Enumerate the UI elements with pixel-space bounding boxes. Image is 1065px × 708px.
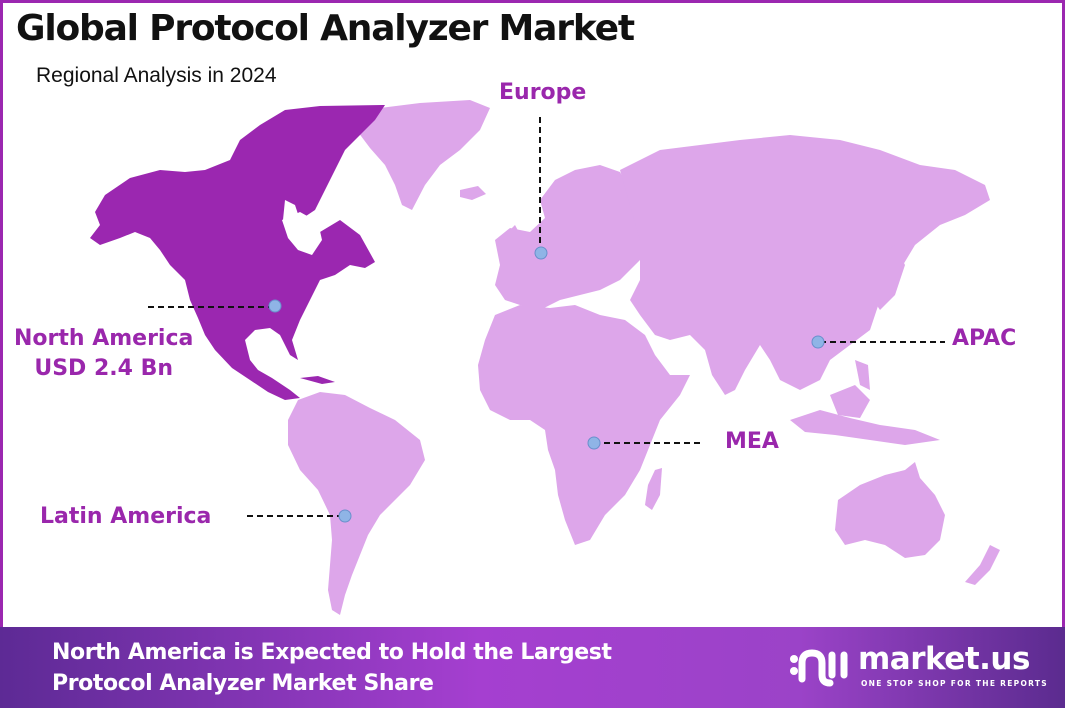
uk-shape bbox=[505, 225, 522, 255]
new-zealand-shape bbox=[965, 545, 1000, 585]
market-us-logo-icon bbox=[790, 649, 848, 687]
madagascar-shape bbox=[645, 468, 662, 510]
apac-marker bbox=[811, 335, 825, 349]
philippines-shape bbox=[855, 360, 870, 390]
australia-shape bbox=[835, 462, 945, 558]
label-europe: Europe bbox=[499, 80, 587, 105]
indonesia-shape bbox=[790, 410, 940, 445]
asia-shape bbox=[620, 135, 990, 395]
north-america-shape bbox=[90, 105, 385, 400]
banner-headline: North America is Expected to Hold the La… bbox=[52, 637, 612, 699]
label-north-america: North America USD 2.4 Bn bbox=[14, 324, 193, 384]
iceland-shape bbox=[460, 186, 486, 200]
footer-banner: North America is Expected to Hold the La… bbox=[0, 627, 1065, 708]
north-america-value: USD 2.4 Bn bbox=[34, 356, 174, 381]
latin-america-marker bbox=[338, 509, 352, 523]
label-latin-america: Latin America bbox=[40, 504, 212, 529]
japan-shape bbox=[872, 245, 905, 310]
brand-tagline: ONE STOP SHOP FOR THE REPORTS bbox=[861, 679, 1048, 688]
north-america-marker bbox=[268, 299, 282, 313]
north-america-name: North America bbox=[14, 326, 194, 351]
europe-shape bbox=[495, 165, 640, 310]
banner-line-2: Protocol Analyzer Market Share bbox=[52, 671, 434, 696]
page-subtitle: Regional Analysis in 2024 bbox=[36, 64, 277, 87]
borneo-shape bbox=[830, 385, 870, 418]
brand-logo: market.us ONE STOP SHOP FOR THE REPORTS bbox=[788, 641, 1048, 697]
page-title: Global Protocol Analyzer Market bbox=[16, 8, 635, 49]
south-america-shape bbox=[288, 392, 425, 615]
world-map bbox=[90, 100, 1000, 615]
label-apac: APAC bbox=[952, 326, 1017, 351]
europe-marker bbox=[534, 246, 548, 260]
label-mea: MEA bbox=[725, 429, 779, 454]
mea-marker bbox=[587, 436, 601, 450]
brand-name: market.us bbox=[858, 641, 1030, 677]
caribbean-shape bbox=[300, 376, 335, 384]
banner-line-1: North America is Expected to Hold the La… bbox=[52, 640, 612, 665]
hudson-bay bbox=[282, 212, 322, 255]
greenland-shape bbox=[355, 100, 490, 210]
africa-shape bbox=[478, 305, 690, 545]
